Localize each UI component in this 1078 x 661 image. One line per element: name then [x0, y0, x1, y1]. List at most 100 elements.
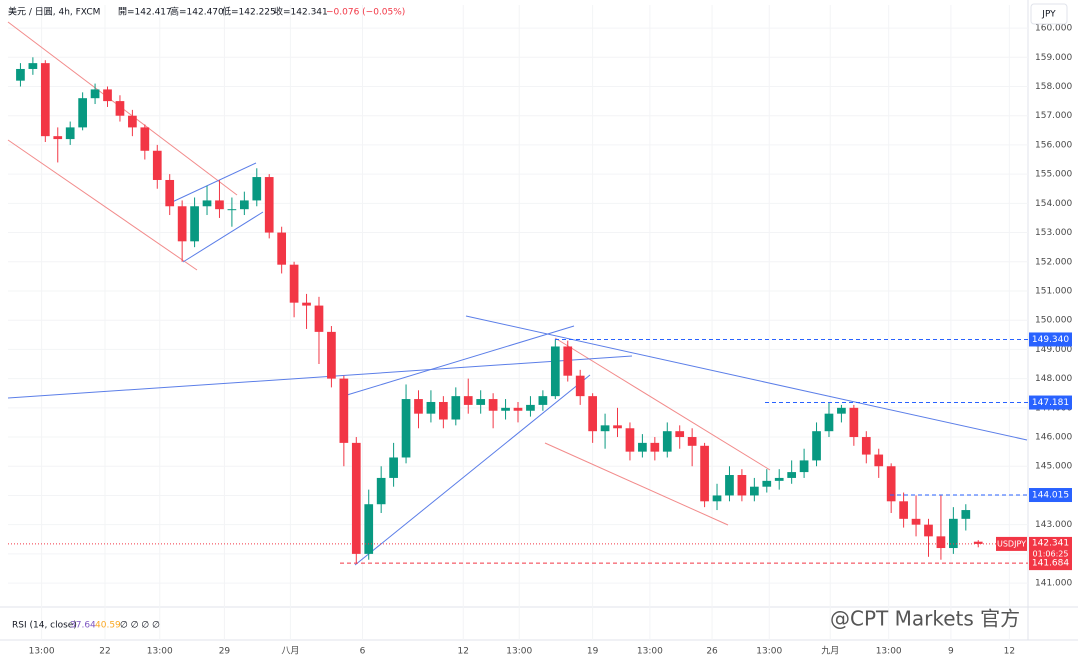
rsi-ma-value: 40.59	[95, 621, 121, 631]
candle-body	[675, 431, 685, 438]
candle-body	[837, 407, 846, 414]
candle-body	[451, 396, 461, 420]
candle-body	[289, 264, 299, 303]
trend-line	[169, 162, 257, 204]
candle-body	[687, 437, 697, 446]
candle-body	[65, 127, 75, 140]
candle-body	[886, 466, 896, 502]
candle-body	[749, 486, 759, 496]
candle-body	[389, 457, 398, 478]
candle-body	[600, 425, 610, 432]
candle-body	[799, 460, 809, 473]
candle-body	[401, 399, 411, 458]
candle-body	[277, 232, 287, 265]
y-tick-label: 148.000	[1035, 374, 1072, 384]
x-tick-label: 13:00	[29, 647, 55, 657]
candle-body	[861, 437, 871, 455]
overlays: −0.076 (−0.05%) 149.340 147.181 144.015 141.…	[8, 8, 1072, 571]
candle-body	[177, 206, 187, 242]
x-tick-label: 29	[219, 647, 231, 657]
grid: 141.000142.000143.000144.000145.000146.0…	[8, 5, 1072, 657]
candle-body	[638, 442, 647, 452]
countdown: 01:06:25	[1033, 549, 1069, 558]
candle-body	[252, 177, 262, 201]
price-tag-label: 149.340	[1032, 335, 1069, 345]
trend-line	[554, 337, 771, 471]
candle-body	[53, 136, 63, 140]
symbol: 美元 / 日圓, 4h, FXCM	[8, 6, 100, 18]
candle-body	[949, 518, 958, 549]
candle-body	[426, 401, 436, 414]
candle-body	[78, 98, 87, 128]
candle-body	[911, 518, 921, 525]
candle-body	[488, 399, 498, 411]
x-tick-label: 26	[706, 647, 718, 657]
candle-body	[538, 396, 548, 405]
candle-body	[513, 407, 523, 411]
y-tick-label: 155.000	[1035, 170, 1072, 180]
price-tag-label: 141.684	[1032, 559, 1069, 569]
currency[interactable]: JPY	[1041, 10, 1056, 20]
candle-body	[264, 177, 274, 233]
price-tag	[1029, 536, 1072, 559]
candle-body	[563, 346, 573, 376]
price-tag	[1029, 395, 1072, 410]
x-tick-label: 6	[360, 647, 366, 657]
candle-body	[339, 378, 349, 443]
x-tick-label: 13:00	[506, 647, 532, 657]
candle-body	[227, 209, 237, 211]
candle-body	[115, 101, 125, 116]
rsi-label: RSI (14, close)	[12, 621, 77, 631]
candle-body	[463, 396, 473, 405]
candle-body	[40, 63, 50, 137]
candle-body	[712, 495, 722, 502]
candle-body	[140, 127, 150, 151]
candle-body	[662, 431, 672, 452]
candle-body	[613, 425, 622, 429]
candle-body	[725, 475, 734, 496]
change: −0.076 (−0.05%)	[326, 8, 405, 18]
y-tick-label: 143.000	[1035, 520, 1072, 530]
candle-body	[588, 396, 597, 432]
symbol-tag	[996, 536, 1027, 551]
price-tag	[1029, 556, 1072, 571]
trend-lines	[7, 21, 1028, 566]
ohlc-field: 收=142.341	[274, 6, 328, 18]
candle-body	[476, 399, 486, 405]
y-tick-label: 152.000	[1035, 257, 1072, 267]
candle-body	[314, 305, 324, 332]
x-tick-label: 13:00	[876, 647, 902, 657]
candle-body	[414, 399, 423, 414]
x-tick-label: 12	[458, 647, 469, 657]
candle-body	[700, 445, 709, 502]
price-tag-label: 144.015	[1032, 491, 1069, 501]
currency-button[interactable]	[1030, 3, 1068, 25]
candle-body	[501, 407, 510, 411]
candle-body	[874, 454, 884, 467]
trend-line	[354, 374, 591, 566]
candle-body	[327, 331, 336, 379]
trend-line	[346, 325, 575, 396]
candle-body	[575, 375, 585, 397]
trend-line	[182, 211, 264, 263]
candle-body	[924, 524, 933, 537]
y-tick-label: 141.000	[1035, 579, 1072, 589]
candle-body	[302, 302, 311, 306]
price-tag	[1029, 488, 1072, 503]
candle-body	[152, 150, 162, 180]
x-tick-label: 13:00	[147, 647, 173, 657]
candle-body	[128, 115, 137, 128]
y-tick-label: 158.000	[1035, 82, 1072, 92]
y-tick-label: 151.000	[1035, 286, 1072, 296]
candle-body	[787, 472, 797, 478]
candle-body	[899, 501, 908, 519]
candle-body	[526, 404, 535, 411]
candle-body	[936, 536, 946, 549]
candle-body	[364, 504, 374, 554]
y-tick-label: 146.000	[1035, 433, 1072, 443]
y-tick-label: 160.000	[1035, 24, 1072, 34]
candle-body	[824, 413, 834, 432]
